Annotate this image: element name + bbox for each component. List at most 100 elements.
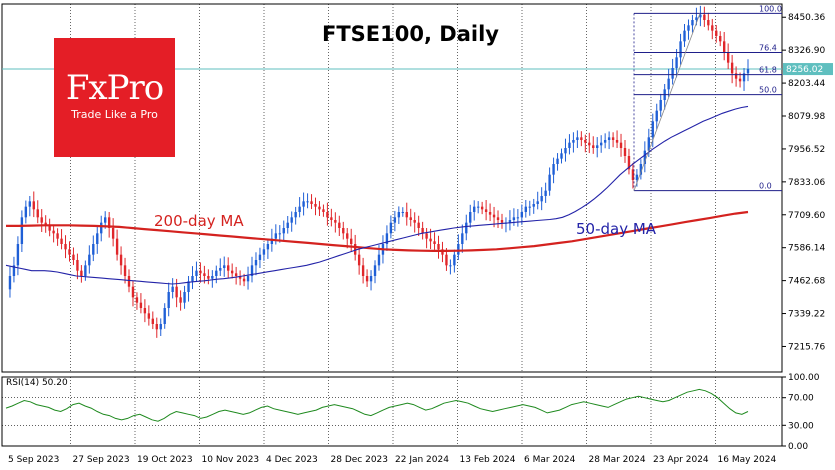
candle (72, 247, 75, 266)
candle (147, 305, 151, 326)
candle (215, 265, 218, 284)
candle (417, 215, 420, 236)
candle (627, 148, 631, 175)
candle (734, 66, 738, 87)
candle-body (338, 222, 341, 228)
candle-body (667, 78, 670, 90)
candle (560, 148, 563, 164)
candle (326, 202, 329, 226)
candle (484, 200, 488, 221)
x-tick-label: 28 Dec 2023 (331, 455, 389, 465)
candle (155, 317, 158, 338)
candle (611, 132, 615, 148)
candle (699, 5, 702, 27)
fib-level-label: 61.8 (759, 66, 777, 75)
candle (219, 258, 222, 276)
candle-body (342, 228, 345, 234)
candle (302, 192, 305, 216)
fib-level-label: 50.0 (759, 86, 777, 95)
candle-body (167, 292, 170, 308)
rsi-tick-label: 100.00 (788, 373, 820, 383)
candle-body (119, 254, 123, 266)
y-tick-label: 7833.06 (788, 178, 825, 188)
candle-body (516, 217, 520, 219)
candle-body (278, 233, 281, 235)
candle-body (401, 212, 404, 213)
candle-body (469, 212, 472, 223)
candle (401, 207, 404, 217)
candle-body (104, 217, 107, 223)
x-tick-label: 13 Feb 2024 (460, 455, 516, 465)
candle-body (373, 265, 377, 276)
candle (373, 260, 377, 284)
x-tick-label: 27 Sep 2023 (73, 455, 130, 465)
candle-body (84, 265, 87, 276)
candle-body (24, 206, 28, 218)
candle (365, 269, 369, 287)
x-tick-label: 6 Mar 2024 (524, 455, 576, 465)
candle-body (298, 206, 301, 212)
candle (294, 206, 297, 225)
candle-body (738, 78, 742, 82)
candle-body (679, 41, 682, 58)
candle-body (56, 233, 59, 239)
candle (322, 204, 325, 217)
candle-body (76, 260, 79, 271)
candle-body (16, 244, 20, 266)
candle (643, 141, 647, 173)
candle (167, 282, 170, 317)
candle-body (282, 228, 285, 234)
candle (211, 270, 214, 288)
candle-body (599, 142, 603, 146)
candle-body (322, 209, 325, 212)
candle-body (234, 273, 238, 276)
candle-body (266, 244, 270, 250)
x-tick-label: 4 Dec 2023 (266, 455, 318, 465)
candle-body (671, 68, 674, 79)
candle (250, 256, 254, 283)
candle-body (369, 276, 373, 282)
candle-body (159, 324, 162, 330)
candle (564, 138, 567, 162)
rsi-tick-label: 0.00 (788, 442, 808, 452)
candle-body (540, 196, 543, 202)
candle-body (631, 169, 635, 180)
candle (504, 217, 508, 233)
y-tick-label: 8079.98 (788, 112, 825, 122)
candle (20, 210, 24, 252)
rsi-tick-label: 30.00 (788, 421, 814, 431)
candle-body (40, 217, 43, 223)
candle-body (393, 217, 397, 223)
candle-body (425, 233, 428, 239)
candle (453, 249, 456, 273)
candle-body (488, 212, 492, 215)
candle-body (389, 222, 393, 234)
candle-body (643, 150, 647, 164)
candle (461, 224, 464, 253)
candle (496, 210, 500, 228)
candle (480, 201, 484, 215)
fib-level-label: 76.4 (759, 44, 777, 53)
candle (715, 25, 718, 43)
candle (619, 133, 623, 157)
candle-body (230, 270, 234, 274)
candle-body (147, 313, 151, 319)
candle (60, 229, 63, 250)
candle (691, 14, 694, 33)
candle-body (258, 254, 262, 260)
candle (568, 134, 571, 155)
candle-body (683, 30, 686, 42)
candle (139, 293, 143, 314)
candle (580, 131, 583, 147)
candle (655, 103, 658, 130)
candle-body (135, 297, 139, 303)
candle-body (290, 217, 293, 223)
candle (135, 292, 139, 310)
x-tick-label: 22 Jan 2024 (395, 455, 449, 465)
candle-body (726, 52, 730, 63)
candle-body (143, 308, 147, 314)
candle (199, 262, 202, 283)
candle (246, 266, 250, 290)
candle-body (127, 276, 131, 287)
candle-body (294, 212, 297, 218)
